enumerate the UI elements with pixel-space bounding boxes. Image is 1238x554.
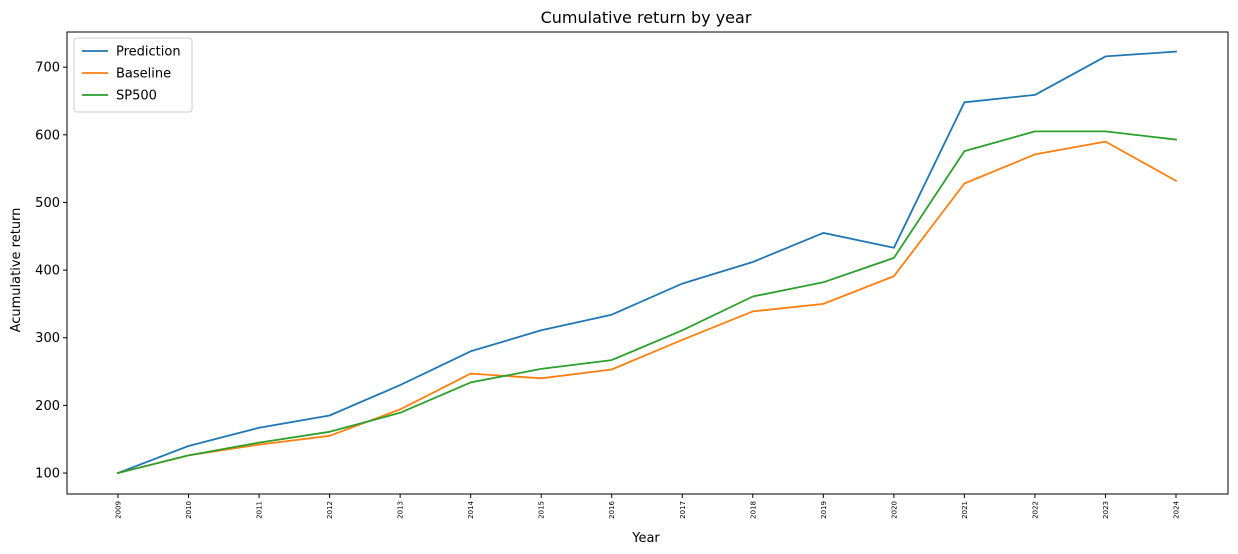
x-axis-label: Year <box>631 531 660 546</box>
legend: Prediction Baseline SP500 <box>73 37 193 113</box>
series-line-sp500 <box>116 130 1177 475</box>
x-tick-label: 2021 <box>961 501 969 519</box>
x-tick-label: 2010 <box>185 501 193 519</box>
x-tick-label: 2017 <box>679 501 687 519</box>
x-tick-label: 2011 <box>256 501 264 519</box>
chart-title: Cumulative return by year <box>541 8 752 27</box>
y-tick-label: 200 <box>35 399 60 414</box>
x-tick-label: 2024 <box>1173 500 1181 518</box>
y-tick-label: 400 <box>35 264 60 279</box>
x-tick-label: 2018 <box>749 501 757 519</box>
x-tick-label: 2019 <box>820 501 828 519</box>
x-tick-label: 2012 <box>326 501 334 519</box>
x-tick-label: 2023 <box>1102 501 1110 519</box>
x-tick-label: 2014 <box>467 500 475 518</box>
y-tick-label: 700 <box>35 61 60 76</box>
y-tick-label: 300 <box>35 331 60 346</box>
plot-area: 100 200 300 400 500 600 700 2009 2010 2011 2012 201… <box>35 50 1181 519</box>
y-tick-label: 500 <box>35 196 60 211</box>
x-tick-label: 2016 <box>608 500 616 518</box>
series-line-prediction <box>116 50 1177 475</box>
x-tick-label: 2022 <box>1031 501 1039 519</box>
y-axis-label: Acumulative return <box>9 208 24 333</box>
plot-frame <box>66 31 1229 495</box>
x-tick-label: 2009 <box>115 501 123 519</box>
x-tick-label: 2020 <box>890 501 898 519</box>
y-tick-label: 600 <box>35 128 60 143</box>
legend-label-prediction: Prediction <box>116 45 181 60</box>
x-tick-label: 2015 <box>538 501 546 519</box>
series-line-baseline <box>116 140 1178 475</box>
legend-label-baseline: Baseline <box>116 67 171 82</box>
x-tick-label: 2013 <box>397 501 405 519</box>
legend-box <box>73 37 193 113</box>
legend-label-sp500: SP500 <box>116 89 157 104</box>
y-tick-label: 100 <box>35 467 60 482</box>
